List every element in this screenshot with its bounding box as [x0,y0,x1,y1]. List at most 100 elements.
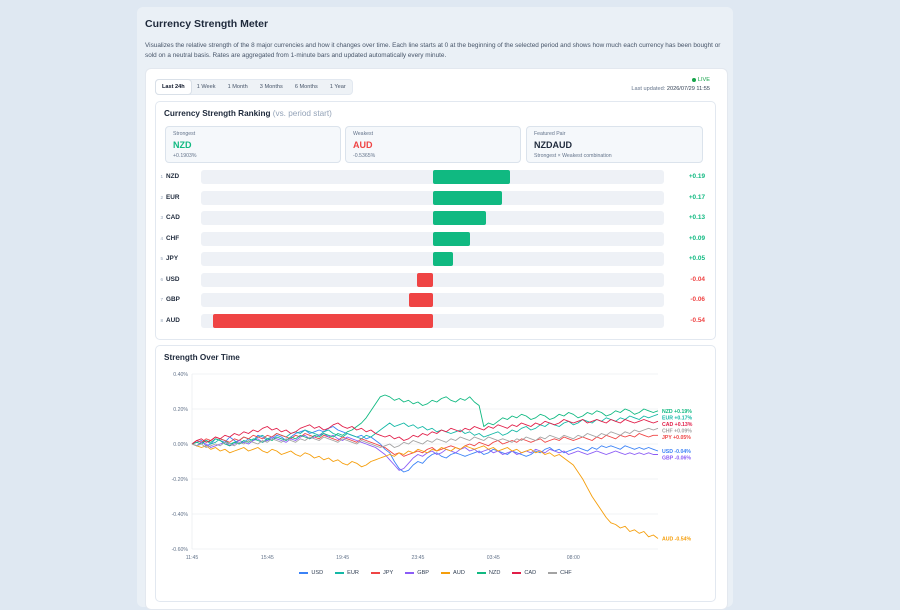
legend-label: GBP [417,570,430,576]
series-line-gbp [191,433,658,471]
legend-item-cad[interactable]: CAD [512,570,536,576]
chart-legend: USD EUR JPY GBP AUD NZD CAD CHF [156,570,715,576]
currency-strength-panel: Currency Strength Meter Visualizes the r… [137,7,733,610]
weakest-label: Weakest [353,131,374,137]
ranking-track [201,170,664,184]
ranking-value: -0.04 [690,275,705,283]
ranking-position: 5 [160,256,163,261]
ranking-value: +0.05 [688,255,705,262]
ranking-card: Currency Strength Ranking (vs. period st… [155,101,716,340]
ranking-currency: CAD [166,214,180,221]
ranking-bar [408,293,433,307]
x-tick-label: 08:00 [567,555,580,561]
tab-1-month[interactable]: 1 Month [227,84,248,90]
featured-pair-note: Strongest × Weakest combination [534,153,612,159]
legend-item-nzd[interactable]: NZD [476,570,501,576]
x-tick-label: 19:45 [336,555,349,561]
legend-item-chf[interactable]: CHF [548,570,572,576]
live-indicator: LIVE [691,77,710,83]
ranking-row: 1 NZD +0.19 [157,170,714,184]
strongest-label: Strongest [173,131,196,137]
tab-6-months[interactable]: 6 Months [294,84,318,90]
legend-label: USD [311,570,324,576]
ranking-track [201,190,664,205]
ranking-bar [213,313,433,328]
x-tick-label: 23:45 [411,555,424,561]
chart-title: Strength Over Time [164,353,240,362]
x-tick-label: 03:45 [487,555,500,561]
ranking-value: +0.17 [688,193,705,201]
tab-1-week[interactable]: 1 Week [196,84,216,90]
featured-pair-label: Featured Pair [534,131,566,137]
ranking-position: 2 [160,194,163,200]
weakest-value: -0.5365% [353,153,376,159]
legend-label: CHF [560,570,572,576]
y-tick-label: 0.40% [173,372,188,378]
legend-label: NZD [488,570,501,576]
legend-item-aud[interactable]: AUD [441,570,465,576]
strongest-code: NZD [173,140,192,150]
strongest-stat: Strongest NZD +0.1903% [165,126,341,163]
ranking-bar [433,211,486,225]
series-end-label: EUR +0.17% [662,415,693,421]
ranking-track [201,313,664,328]
ranking-position: 8 [160,317,163,323]
last-updated: Last updated: 2026/07/29 11:55 [631,86,710,92]
legend-label: CAD [524,570,537,576]
series-line-nzd [191,394,659,447]
legend-label: AUD [453,570,465,576]
ranking-value: -0.06 [690,296,705,303]
ranking-currency: EUR [166,193,180,201]
y-tick-label: -0.40% [172,512,189,518]
ranking-bar [433,190,503,205]
ranking-row: 8 AUD -0.54 [157,313,714,328]
y-tick-label: 0.00% [173,442,188,448]
meter-content: Last 24h 1 Week 1 Month 3 Months 6 Month… [145,68,728,610]
legend-swatch [441,571,451,574]
ranking-track [201,252,664,266]
ranking-bar [433,252,454,266]
ranking-currency: AUD [166,316,180,324]
legend-item-gbp[interactable]: GBP [405,570,429,576]
page-description: Visualizes the relative strength of the … [145,42,721,59]
legend-swatch [335,571,345,574]
ranking-bar [416,272,433,287]
ranking-position: 1 [160,174,163,179]
period-tabs: Last 24h 1 Week 1 Month 3 Months 6 Month… [155,79,353,95]
ranking-track [201,293,664,307]
ranking-track [201,272,664,287]
x-tick-label: 11:45 [186,555,199,561]
y-tick-label: 0.20% [173,407,188,413]
legend-swatch [370,571,380,574]
legend-item-usd[interactable]: USD [299,570,323,576]
ranking-currency: NZD [166,173,180,180]
ranking-position: 3 [160,215,163,220]
ranking-subtitle: (vs. period start) [272,109,332,118]
weakest-code: AUD [353,140,373,150]
ranking-value: +0.09 [688,234,705,242]
ranking-value: +0.19 [688,173,705,180]
page-title: Currency Strength Meter [145,18,269,30]
live-label: LIVE [697,77,710,83]
legend-item-eur[interactable]: EUR [335,570,359,576]
tab-last-24h[interactable]: Last 24h [156,80,191,94]
ranking-title-text: Currency Strength Ranking [164,109,271,118]
legend-swatch [405,571,415,574]
weakest-stat: Weakest AUD -0.5365% [345,126,521,163]
tab-3-months[interactable]: 3 Months [259,84,283,90]
ranking-list: 1 NZD +0.19 2 EUR +0.17 3 CAD +0.13 4 CHF +0.09 5 JPY… [157,170,714,330]
ranking-row: 6 USD -0.04 [157,272,714,287]
ranking-currency: CHF [166,234,180,242]
ranking-row: 4 CHF +0.09 [157,231,714,246]
series-line-aud [191,443,659,539]
ranking-bar [433,231,470,246]
ranking-row: 5 JPY +0.05 [157,252,714,266]
ranking-value: -0.54 [690,316,705,324]
ranking-position: 6 [160,276,163,282]
series-end-label: AUD -0.54% [662,537,692,543]
legend-item-jpy[interactable]: JPY [370,570,393,576]
ranking-value: +0.13 [688,214,705,221]
legend-label: EUR [347,570,359,576]
ranking-position: 7 [160,297,163,302]
tab-1-year[interactable]: 1 Year [329,84,346,90]
